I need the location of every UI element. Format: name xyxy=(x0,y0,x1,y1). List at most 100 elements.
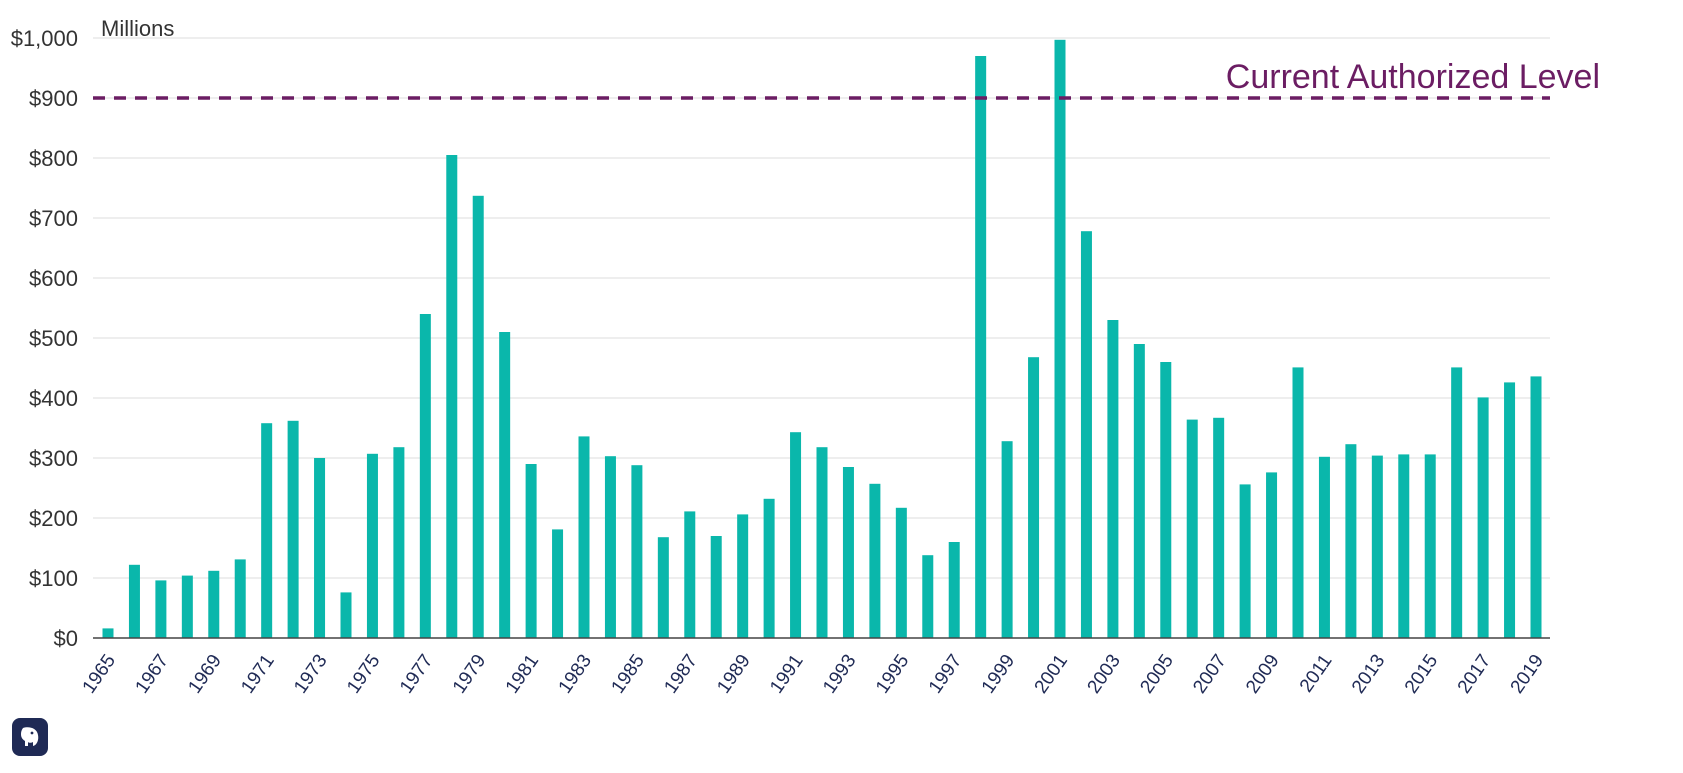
bar-1984 xyxy=(604,456,616,638)
bar-2018 xyxy=(1504,382,1516,638)
bar-1997 xyxy=(948,542,960,638)
x-tick-label: 2019 xyxy=(1507,651,1548,698)
x-tick-label: 2005 xyxy=(1136,651,1177,698)
bar-2010 xyxy=(1292,367,1304,638)
bar-1987 xyxy=(684,511,696,638)
x-tick-label: 1965 xyxy=(79,651,120,698)
bar-1983 xyxy=(578,436,590,638)
reference-line-label: Current Authorized Level xyxy=(1226,58,1600,96)
bar-1976 xyxy=(393,447,405,638)
y-axis-tick-labels: $0 $100 $200 $300 $400 $500 $600 $700 $800 $900 $1… xyxy=(11,26,78,651)
x-tick-label: 1993 xyxy=(819,651,860,698)
y-tick-label: $300 xyxy=(29,446,78,471)
unit-label: Millions xyxy=(101,16,174,41)
bar-1992 xyxy=(816,447,828,638)
x-tick-label: 1995 xyxy=(872,651,913,698)
x-tick-label: 2007 xyxy=(1189,651,1230,698)
bar-2013 xyxy=(1371,455,1383,638)
gridlines xyxy=(93,37,1550,579)
bar-1989 xyxy=(737,514,749,638)
y-tick-label: $500 xyxy=(29,326,78,351)
x-tick-label: 2015 xyxy=(1401,651,1442,698)
bar-2015 xyxy=(1424,454,1436,638)
x-tick-label: 1977 xyxy=(396,651,437,698)
bar-2000 xyxy=(1028,357,1040,638)
bar-1967 xyxy=(155,580,167,638)
y-tick-label: $800 xyxy=(29,146,78,171)
y-tick-label: $0 xyxy=(54,626,78,651)
bar-1972 xyxy=(287,420,299,638)
bar-2004 xyxy=(1133,344,1145,638)
x-tick-label: 1979 xyxy=(449,651,490,698)
x-tick-label: 1991 xyxy=(766,651,807,698)
bar-2012 xyxy=(1345,444,1357,638)
x-tick-label: 1985 xyxy=(608,651,649,698)
bar-2002 xyxy=(1080,231,1092,638)
x-tick-label: 1999 xyxy=(978,651,1019,698)
bar-2008 xyxy=(1239,484,1251,638)
bar-2009 xyxy=(1266,472,1278,638)
x-tick-label: 1967 xyxy=(132,651,173,698)
bar-1965 xyxy=(102,628,114,638)
x-tick-label: 2011 xyxy=(1296,651,1337,697)
bar-1975 xyxy=(366,453,378,638)
bar-1995 xyxy=(895,507,907,638)
x-axis-tick-labels: 1965 1967 1969 1971 1973 1975 1977 1979 1981 1983… xyxy=(79,651,1548,698)
bar-1970 xyxy=(234,559,246,638)
x-tick-label: 2017 xyxy=(1454,651,1495,698)
x-tick-label: 1981 xyxy=(502,651,543,698)
bar-1980 xyxy=(499,332,511,638)
bar-1973 xyxy=(314,458,326,638)
bar-1988 xyxy=(710,536,722,638)
x-tick-label: 1983 xyxy=(555,651,596,698)
bar-1996 xyxy=(922,555,934,638)
bar-1974 xyxy=(340,592,352,638)
bar-2001 xyxy=(1054,39,1066,639)
x-tick-label: 2009 xyxy=(1242,651,1283,698)
logo xyxy=(12,718,48,756)
x-tick-label: 2013 xyxy=(1348,651,1389,698)
y-tick-label: $900 xyxy=(29,86,78,111)
bar-1968 xyxy=(181,575,193,638)
elephant-logo-icon xyxy=(21,727,39,746)
bar-1979 xyxy=(472,195,484,639)
x-tick-label: 1969 xyxy=(184,651,225,698)
y-tick-label: $100 xyxy=(29,566,78,591)
x-tick-label: 1997 xyxy=(925,651,966,698)
bar-2014 xyxy=(1398,454,1410,638)
x-tick-label: 1971 xyxy=(237,651,278,698)
bar-1981 xyxy=(525,464,537,638)
bar-2017 xyxy=(1477,397,1489,638)
y-tick-label: $200 xyxy=(29,506,78,531)
bars xyxy=(102,39,1542,639)
bar-1990 xyxy=(763,498,775,638)
bar-2005 xyxy=(1160,362,1172,638)
bar-2003 xyxy=(1107,320,1119,638)
bar-1999 xyxy=(1001,441,1013,638)
x-tick-label: 2003 xyxy=(1084,651,1125,698)
bar-1966 xyxy=(128,564,140,638)
bar-1971 xyxy=(261,423,273,638)
y-tick-label: $1,000 xyxy=(11,26,78,51)
bar-1969 xyxy=(208,570,220,638)
bar-1991 xyxy=(790,432,802,638)
bar-1977 xyxy=(419,314,431,638)
bar-1985 xyxy=(631,465,643,638)
bar-2016 xyxy=(1451,367,1463,638)
bar-2019 xyxy=(1530,376,1542,638)
y-tick-label: $600 xyxy=(29,266,78,291)
bar-1993 xyxy=(842,467,854,638)
bar-2011 xyxy=(1318,456,1330,638)
x-tick-label: 1987 xyxy=(660,651,701,698)
x-tick-label: 2001 xyxy=(1031,651,1072,698)
bar-1986 xyxy=(657,537,669,638)
bar-1982 xyxy=(552,529,564,638)
bar-1978 xyxy=(446,155,458,638)
bar-1994 xyxy=(869,483,881,638)
x-tick-label: 1989 xyxy=(713,651,754,698)
x-tick-label: 1975 xyxy=(343,651,384,698)
bar-2006 xyxy=(1186,419,1198,638)
x-tick-label: 1973 xyxy=(290,651,331,698)
